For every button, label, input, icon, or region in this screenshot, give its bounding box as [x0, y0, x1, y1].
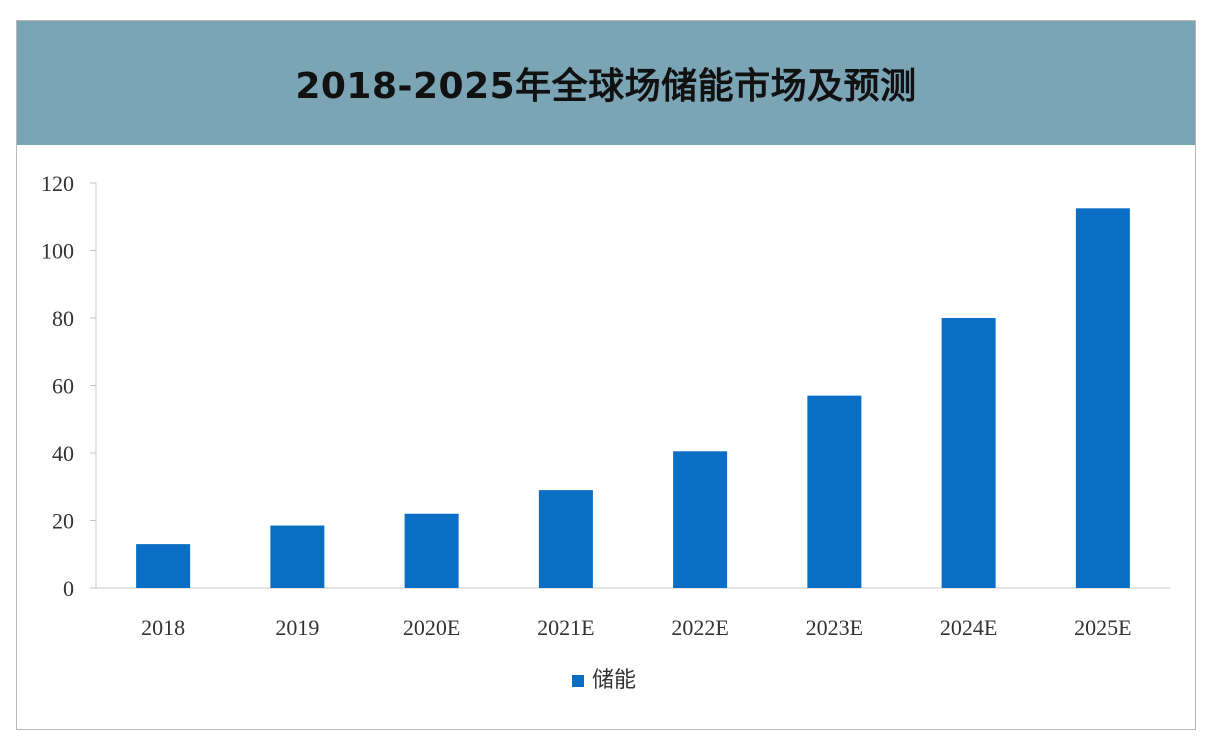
bar	[807, 395, 862, 588]
x-tick-label: 2023E	[806, 615, 863, 640]
legend-swatch	[572, 675, 584, 687]
y-tick-label: 80	[52, 306, 74, 331]
bar	[538, 490, 593, 588]
bar	[270, 525, 325, 588]
x-axis: 2018 2019 2020E 2021E 2022E 2023E 2024E 2025E	[96, 587, 1170, 640]
legend: 储能	[572, 668, 636, 693]
x-tick-label: 2025E	[1074, 615, 1131, 640]
y-tick-label: 40	[52, 441, 74, 466]
title-band: 2018-2025年全球场储能市场及预测	[17, 21, 1195, 145]
x-tick-label: 2019	[275, 615, 319, 640]
x-tick-label: 2022E	[671, 615, 728, 640]
chart-frame: 2018-2025年全球场储能市场及预测	[16, 20, 1196, 730]
y-axis: 0 20 40 60 80 100 120	[41, 171, 97, 601]
bars	[136, 208, 1130, 588]
bar	[404, 513, 459, 588]
y-tick-label: 60	[52, 374, 74, 399]
bar	[1075, 208, 1130, 588]
x-tick-label: 2024E	[940, 615, 997, 640]
y-tick-label: 100	[41, 239, 74, 264]
bar	[673, 451, 728, 588]
x-tick-label: 2020E	[403, 615, 460, 640]
bar	[136, 544, 191, 588]
x-tick-label: 2021E	[537, 615, 594, 640]
chart-title: 2018-2025年全球场储能市场及预测	[295, 66, 917, 107]
x-tick-label: 2018	[141, 615, 185, 640]
y-tick-label: 20	[52, 509, 74, 534]
legend-label: 储能	[592, 668, 636, 693]
y-tick-label: 120	[41, 171, 74, 196]
bar	[941, 318, 996, 588]
y-tick-label: 0	[63, 576, 74, 601]
